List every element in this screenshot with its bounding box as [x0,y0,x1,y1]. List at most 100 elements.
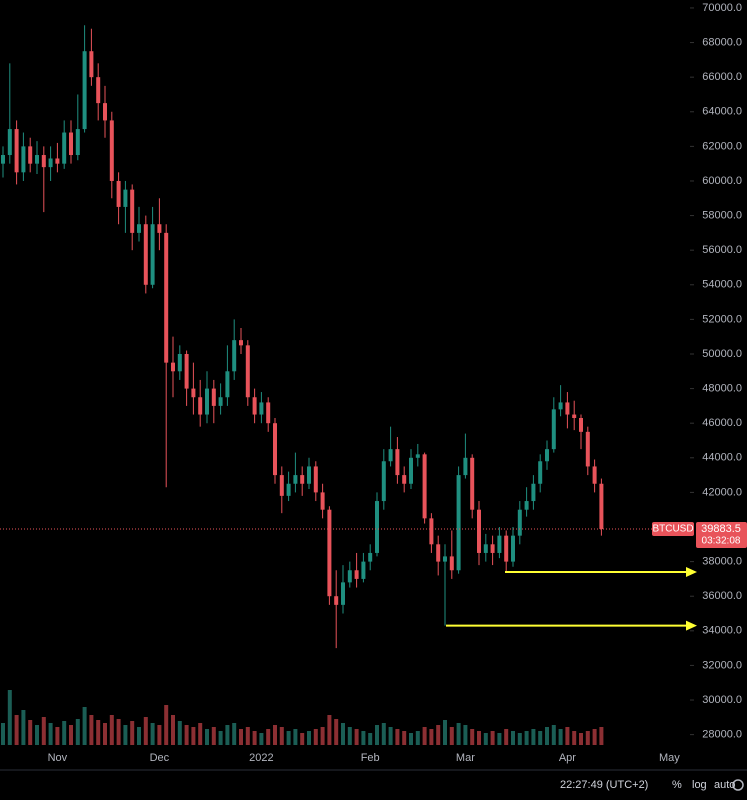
candle-body [483,544,488,553]
toolbar-button[interactable]: auto [714,779,735,791]
candle-body [334,596,339,605]
candle-body [218,397,223,406]
candle-body [490,544,495,553]
volume-bar [205,729,209,745]
candle-body [48,158,53,168]
volume-bar [232,723,237,745]
volume-bar [402,731,407,745]
volume-bar [48,723,53,745]
volume-bar [524,731,529,745]
candle-body [191,388,196,398]
candle-body [354,570,359,579]
toolbar-button[interactable]: log [692,779,707,791]
volume-bar [218,731,223,745]
candle-body [177,353,182,372]
volume-bar [177,721,182,745]
toolbar-button[interactable]: % [672,779,682,791]
volume-bar [75,719,80,745]
volume-bar [259,733,264,745]
candle-body [109,120,114,181]
y-tick-label: 42000.0 [702,486,742,498]
volume-bar [538,731,543,745]
candle-body [558,402,563,410]
volume-bar [7,690,12,745]
y-tick-label: 48000.0 [702,382,742,394]
candle-body [137,224,141,233]
volume-bar [395,729,400,745]
candle-body [273,423,277,476]
volume-bar [116,719,121,745]
candle-body [422,454,427,519]
candle-body [143,224,148,285]
price-label: 39883.5 [701,523,741,535]
volume-bar [157,725,162,745]
candle-body [443,556,447,562]
candle-body [21,146,26,173]
y-tick-label: 44000.0 [702,452,742,464]
y-tick-label: 30000.0 [702,694,742,706]
y-tick-label: 52000.0 [702,313,742,325]
volume-bar [443,720,447,745]
volume-bar [565,727,570,745]
symbol-box [652,522,694,537]
volume-bar [381,723,386,745]
candle-body [7,129,12,156]
y-tick-label: 54000.0 [702,279,742,291]
settings-icon[interactable] [732,779,744,791]
candle-body [293,475,298,484]
volume-bar [313,729,318,745]
candle-body [504,535,509,562]
candle-body [585,431,590,467]
clock: 22:27:49 (UTC+2) [560,779,648,791]
volume-bar [130,721,135,745]
volume-bar [415,731,420,745]
volume-bar [123,725,128,745]
y-tick-label: 36000.0 [702,590,742,602]
candle-body [572,414,577,419]
volume-bar [191,727,196,745]
y-tick-label: 70000.0 [702,2,742,14]
x-tick-label: Feb [361,752,380,764]
candle-body [429,518,434,545]
candle-body [361,561,366,579]
y-tick-label: 64000.0 [702,106,742,118]
price-box [696,522,747,549]
candle-body [198,397,203,415]
candle-body [41,155,46,168]
candle-body [96,77,101,104]
volume-bar [517,733,522,745]
x-tick-label: Mar [456,752,475,764]
volume-bar [558,729,563,745]
candle-body [171,362,175,372]
volume-bar [239,729,243,745]
candle-body [409,457,413,484]
volume-bar [436,725,441,745]
volume-bar [198,723,203,745]
candle-body [592,466,597,484]
volume-bar [422,727,427,745]
volume-bar [483,733,488,745]
volume-bar [551,725,556,745]
volume-bar [327,715,332,745]
x-tick-label: Apr [559,752,576,764]
candle-body [497,535,502,553]
candle-body [456,475,461,571]
volume-bar [96,720,101,745]
candle-body [82,51,87,130]
candle-body [245,345,250,398]
candle-body [511,535,515,562]
volume-bar [463,725,468,745]
x-tick-label: Dec [150,752,170,764]
candle-body [320,492,325,510]
candle-body [211,388,216,406]
candle-body [239,340,243,346]
volume-bar [545,727,549,745]
candle-body [103,103,107,121]
volume-bar [21,710,26,745]
candle-body [184,353,189,389]
candle-body [225,371,230,398]
volume-bar [89,715,94,745]
candle-body [327,509,332,597]
candle-body [415,454,420,458]
